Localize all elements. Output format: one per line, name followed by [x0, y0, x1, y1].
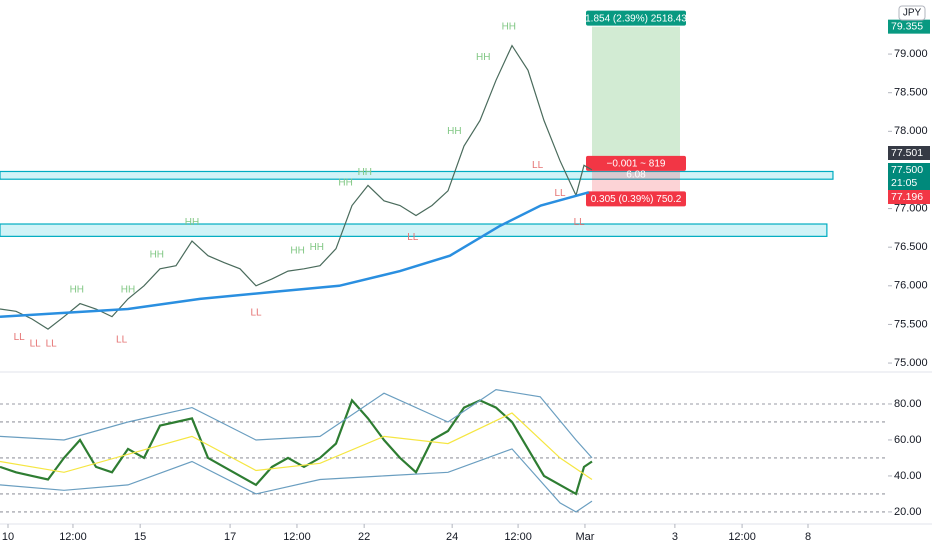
rsi-tick-label: 20.00 — [894, 506, 922, 518]
pivot-label: HH — [358, 167, 372, 178]
y-tick-label: 76.500 — [894, 241, 928, 253]
y-tick-label: 79.000 — [894, 48, 928, 60]
zone — [0, 170, 834, 180]
pivot-label: HH — [476, 52, 490, 63]
price-label-bg — [888, 163, 930, 177]
x-tick-label: 12:00 — [728, 531, 756, 543]
price-label: 77.500 — [891, 164, 923, 176]
price-axis-bg — [888, 0, 932, 550]
price-label-bg — [888, 190, 930, 204]
x-tick-label: 8 — [805, 531, 811, 543]
pivot-label: HH — [290, 246, 304, 257]
entry-label-bg — [586, 155, 686, 171]
x-tick-label: 12:00 — [504, 531, 532, 543]
pivot-label: LL — [554, 188, 566, 199]
target-label: 1.854 (2.39%) 2518.43 — [585, 13, 687, 24]
pivot-label: LL — [532, 160, 544, 171]
pivot-label: HH — [447, 126, 461, 137]
rsi-line — [0, 398, 593, 496]
target-label-bg — [586, 10, 686, 26]
pivot-label: LL — [46, 338, 58, 349]
pivot-label: LL — [14, 332, 26, 343]
y-tick-label: 75.000 — [894, 357, 928, 369]
x-tick-label: 15 — [134, 531, 146, 543]
price-label-bg — [888, 176, 930, 190]
price-label: 77.196 — [891, 191, 923, 203]
rsi-line — [0, 448, 593, 513]
pivot-label: HH — [310, 242, 324, 253]
rsi-tick-label: 60.00 — [894, 434, 922, 446]
currency: JPY — [903, 8, 922, 19]
y-tick-label: 78.500 — [894, 87, 928, 99]
stop-zone — [592, 169, 680, 194]
rsi-tick-label: 40.00 — [894, 470, 922, 482]
y-tick-label: 76.000 — [894, 280, 928, 292]
pivot-label: HH — [502, 22, 516, 33]
x-tick-label: 22 — [358, 531, 370, 543]
x-tick-label: 12:00 — [283, 531, 311, 543]
pivot-label: HH — [121, 284, 135, 295]
pivot-label: HH — [150, 250, 164, 261]
currency-box — [898, 5, 926, 21]
pivot-label: LL — [574, 217, 586, 228]
pivot-label: LL — [116, 335, 128, 346]
price-line — [0, 44, 593, 330]
ratio-label: 6.08 — [626, 170, 646, 181]
price-label-bg — [888, 146, 930, 160]
rsi-tick-label: 80.00 — [894, 398, 922, 410]
pivot-label: HH — [338, 178, 352, 189]
price-label-bg — [888, 19, 930, 34]
entry-label: −0.001 ~ 819 — [607, 159, 666, 170]
zone — [0, 223, 828, 237]
x-tick-label: 12:00 — [59, 531, 87, 543]
pivot-label: HH — [70, 284, 84, 295]
price-label: 77.501 — [891, 147, 923, 159]
rsi-line — [0, 412, 593, 480]
y-tick-label: 77.000 — [894, 202, 928, 214]
stop-label-bg — [586, 191, 686, 207]
price-label: 21:05 — [891, 177, 917, 189]
x-tick-label: 17 — [224, 531, 236, 543]
y-tick-label: 78.000 — [894, 125, 928, 137]
y-tick-label: 75.500 — [894, 318, 928, 330]
pivot-label: LL — [250, 307, 262, 318]
pivot-label: LL — [30, 338, 42, 349]
target-zone — [592, 26, 680, 170]
x-tick-label: Mar — [575, 531, 594, 543]
pivot-label: LL — [407, 232, 419, 243]
pivot-label: HH — [185, 217, 199, 228]
x-tick-label: 24 — [446, 531, 458, 543]
ma-line — [0, 191, 590, 318]
x-tick-label: 3 — [672, 531, 678, 543]
rsi-line — [0, 388, 593, 459]
stop-label: 0.305 (0.39%) 750.2 — [591, 194, 682, 205]
price-label: 79.355 — [891, 20, 923, 32]
x-tick-label: 10 — [2, 531, 14, 543]
